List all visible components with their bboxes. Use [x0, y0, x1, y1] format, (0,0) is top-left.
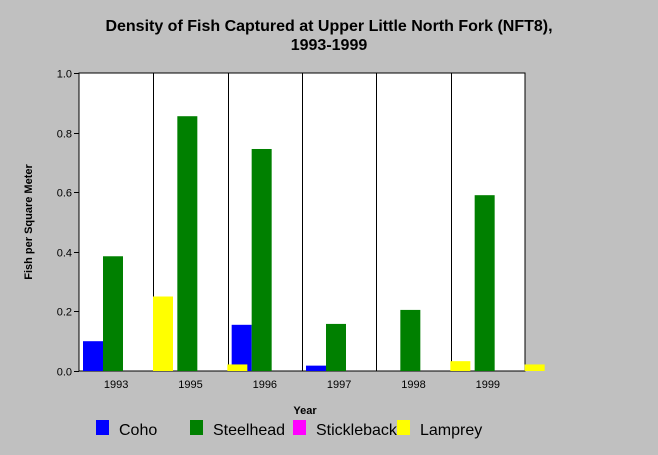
legend-label-lamprey: Lamprey: [420, 422, 482, 439]
chart-title: Density of Fish Captured at Upper Little…: [105, 18, 552, 35]
bar-steelhead-1995: [177, 116, 198, 372]
legend-swatch-lamprey: [397, 420, 410, 435]
y-axis-title: Fish per Square Meter: [23, 164, 35, 280]
bar-lamprey-1995: [227, 364, 248, 371]
legend-label-coho: Coho: [119, 422, 157, 439]
x-axis-title: Year: [293, 405, 317, 417]
chart-subtitle: 1993-1999: [291, 37, 368, 54]
x-tick-label: 1997: [327, 379, 351, 391]
bar-steelhead-1993: [103, 256, 123, 371]
y-tick-label: 0.2: [57, 307, 72, 319]
y-axis-ticks: 0.0 0.2 0.4 0.6 0.8 1.0: [57, 69, 79, 379]
bar-steelhead-1997: [326, 323, 346, 371]
bar-coho-1997: [306, 365, 326, 371]
legend-swatch-stickleback: [293, 420, 306, 435]
bar-lamprey-1993: [153, 296, 173, 371]
bar-lamprey-1998: [450, 361, 471, 371]
legend-swatch-coho: [96, 420, 109, 435]
bar-coho-1993: [83, 341, 103, 371]
x-tick-label: 1999: [476, 379, 500, 391]
bar-steelhead-1999: [474, 195, 495, 371]
y-tick-label: 0.4: [57, 248, 72, 260]
bar-coho-1996: [231, 324, 252, 371]
bars: [83, 116, 545, 372]
x-axis-ticks: 1993 1995 1996 1997 1998 1999: [104, 379, 500, 391]
bar-lamprey-1999: [524, 364, 545, 371]
x-tick-label: 1993: [104, 379, 128, 391]
y-tick-label: 0.6: [57, 188, 72, 200]
legend: Coho Steelhead Stickleback Lamprey: [96, 420, 482, 439]
y-tick-label: 1.0: [57, 69, 72, 81]
bar-steelhead-1998: [400, 309, 421, 371]
bar-steelhead-1996: [251, 148, 272, 371]
x-tick-label: 1995: [178, 379, 202, 391]
y-tick-label: 0.0: [57, 367, 72, 379]
y-tick-label: 0.8: [57, 129, 72, 141]
legend-label-steelhead: Steelhead: [213, 422, 285, 439]
x-tick-label: 1998: [401, 379, 425, 391]
x-tick-label: 1996: [253, 379, 277, 391]
legend-label-stickleback: Stickleback: [316, 422, 398, 439]
legend-swatch-steelhead: [190, 420, 203, 435]
